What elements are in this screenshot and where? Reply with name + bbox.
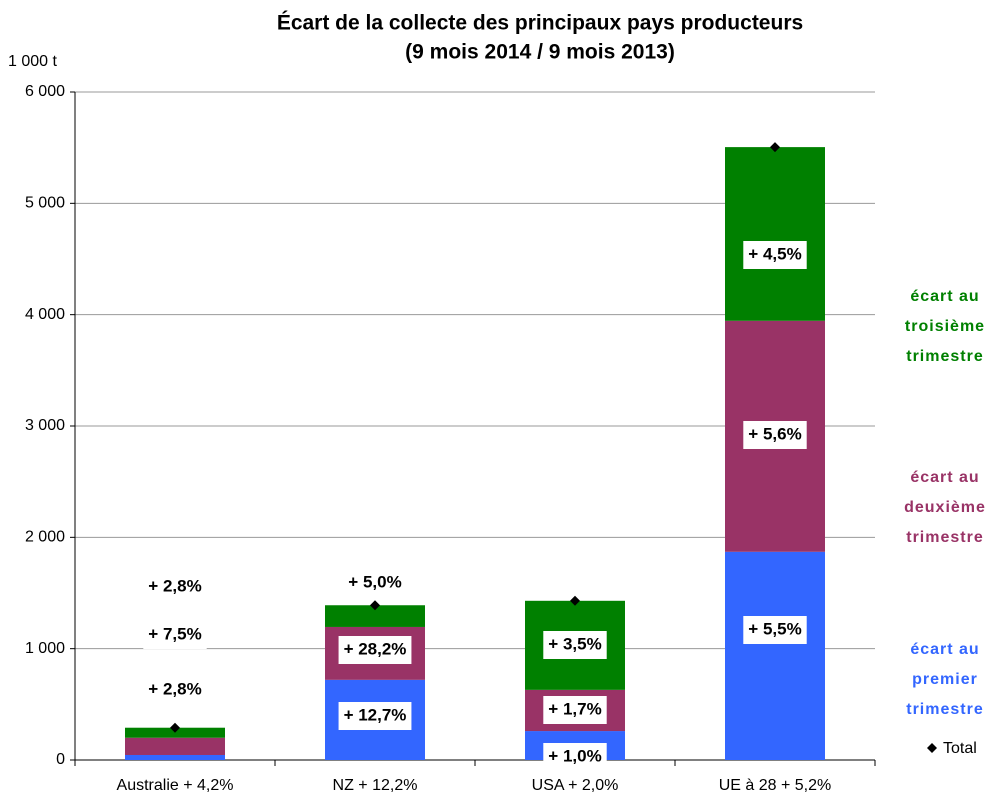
y-tick-label: 1 000 bbox=[25, 640, 65, 657]
data-label-bg bbox=[338, 636, 412, 664]
bar-segment bbox=[725, 551, 825, 760]
data-label: + 28,2% bbox=[344, 639, 407, 658]
data-label-bg bbox=[343, 569, 407, 597]
y-tick-label: 0 bbox=[56, 751, 65, 768]
x-tick-label: Australie + 4,2% bbox=[117, 777, 234, 794]
bar-segment bbox=[125, 754, 225, 760]
data-label: + 1,7% bbox=[548, 699, 601, 718]
chart-title: Écart de la collecte des principaux pays… bbox=[277, 12, 803, 35]
y-tick-label: 2 000 bbox=[25, 529, 65, 546]
data-label: + 4,5% bbox=[748, 244, 801, 263]
data-label-bg bbox=[743, 616, 807, 644]
chart-subtitle: (9 mois 2014 / 9 mois 2013) bbox=[405, 41, 675, 64]
data-label: + 5,0% bbox=[348, 572, 401, 591]
total-marker bbox=[170, 722, 180, 733]
total-marker bbox=[370, 600, 380, 611]
bar-segment bbox=[125, 737, 225, 755]
x-tick-label: UE à 28 + 5,2% bbox=[719, 777, 832, 794]
data-label: + 1,0% bbox=[548, 746, 601, 765]
legend-entry: écart au premier trimestre bbox=[906, 641, 984, 718]
data-label: + 12,7% bbox=[344, 705, 407, 724]
data-label-bg bbox=[543, 696, 607, 724]
data-label: + 3,5% bbox=[548, 634, 601, 653]
data-label-bg bbox=[143, 621, 207, 649]
data-label-bg bbox=[143, 573, 207, 601]
data-label: + 2,8% bbox=[148, 679, 201, 698]
data-label: + 5,6% bbox=[748, 424, 801, 443]
data-label: + 5,5% bbox=[748, 619, 801, 638]
bar-segment bbox=[125, 727, 225, 738]
legend-entry: écart au deuxième trimestre bbox=[904, 469, 986, 546]
y-tick-label: 5 000 bbox=[25, 195, 65, 212]
data-label-bg bbox=[543, 631, 607, 659]
bar-segment bbox=[725, 147, 825, 321]
legend-marker bbox=[927, 743, 937, 753]
total-marker bbox=[570, 595, 580, 606]
y-tick-label: 4 000 bbox=[25, 306, 65, 323]
x-tick-label: USA + 2,0% bbox=[532, 777, 619, 794]
data-label: + 7,5% bbox=[148, 624, 201, 643]
y-tick-label: 6 000 bbox=[25, 83, 65, 100]
data-label: + 2,8% bbox=[148, 576, 201, 595]
x-tick-label: NZ + 12,2% bbox=[333, 777, 418, 794]
data-label-bg bbox=[743, 421, 807, 449]
data-label-bg bbox=[743, 241, 807, 269]
bar-segment bbox=[325, 605, 425, 627]
y-tick-label: 3 000 bbox=[25, 417, 65, 434]
legend-entry: écart au troisième trimestre bbox=[904, 288, 986, 365]
total-marker bbox=[770, 142, 780, 153]
data-label-bg bbox=[143, 676, 207, 704]
legend-label: Total bbox=[943, 740, 977, 757]
data-label-bg bbox=[338, 702, 412, 730]
y-axis-label: 1 000 t bbox=[8, 53, 57, 70]
data-label-bg bbox=[543, 743, 607, 771]
